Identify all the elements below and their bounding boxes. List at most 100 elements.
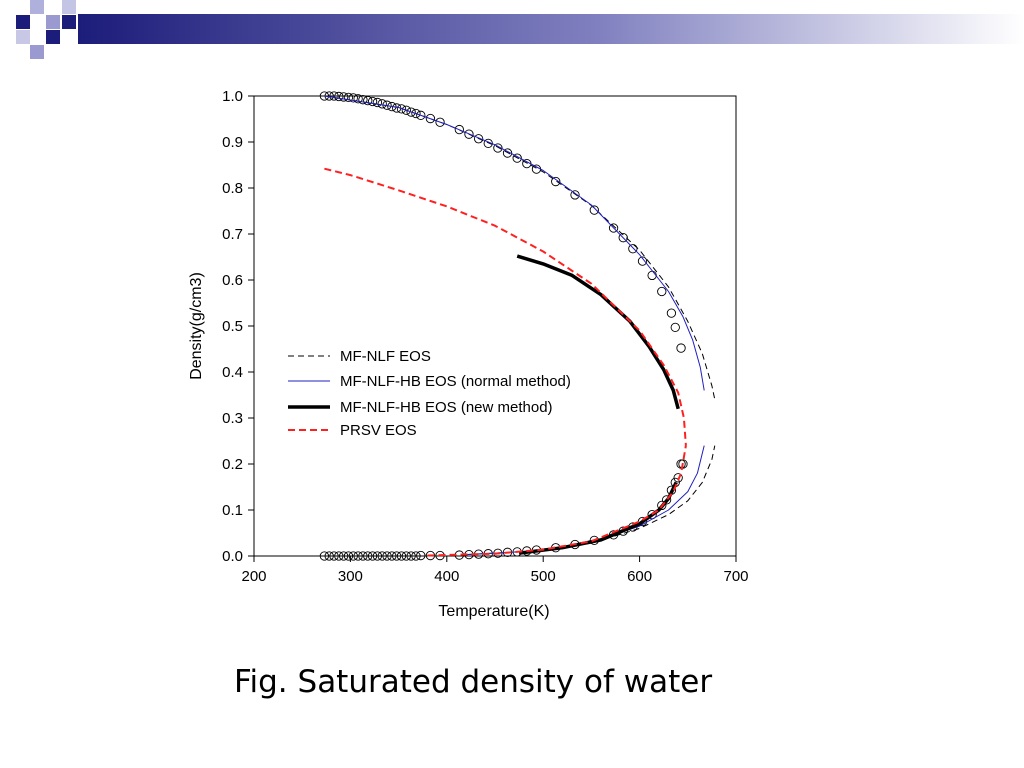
y-tick-label: 0.3 — [222, 410, 243, 427]
plot-frame — [253, 95, 737, 557]
data-point-vapor — [676, 459, 686, 469]
x-tick-label: 300 — [338, 568, 363, 585]
data-point-vapor — [329, 551, 339, 561]
legend: MF-NLF EOS MF-NLF-HB EOS (normal method) M… — [288, 348, 571, 439]
data-point-vapor — [411, 551, 421, 561]
data-point-vapor — [353, 551, 363, 561]
header-square — [46, 30, 60, 44]
series-line-liquid-mf-nlf-hb-eos-normal-method — [324, 95, 705, 391]
data-point-liquid — [353, 94, 363, 104]
y-tick-label: 0.1 — [222, 502, 243, 519]
data-point-liquid — [551, 176, 561, 187]
data-point-vapor — [387, 551, 397, 561]
x-tick-label: 600 — [627, 568, 652, 585]
data-point-vapor — [416, 550, 426, 561]
data-point-vapor — [339, 551, 349, 561]
series-line-liquid-prsv-eos — [324, 167, 687, 446]
data-point-liquid — [358, 95, 368, 105]
data-point-liquid — [411, 108, 421, 119]
data-point-vapor — [343, 551, 354, 561]
data-point-liquid — [425, 113, 436, 124]
data-point-liquid — [502, 148, 513, 158]
data-point-vapor — [367, 551, 378, 561]
y-tick-label: 0.4 — [222, 364, 243, 381]
data-point-liquid — [670, 322, 680, 333]
x-tick-label: 200 — [241, 568, 266, 585]
data-point-vapor — [401, 551, 411, 561]
legend-label: MF-NLF-HB EOS (normal method) — [340, 373, 571, 390]
data-point-vapor — [363, 551, 373, 561]
data-point-vapor — [406, 551, 416, 561]
header-square — [30, 0, 44, 14]
data-point-liquid — [319, 91, 330, 101]
data-point-liquid — [666, 308, 677, 318]
x-axis-label: Temperature(K) — [438, 603, 549, 620]
data-point-liquid — [406, 107, 416, 117]
header-square — [30, 45, 44, 59]
series-layer — [319, 91, 716, 561]
y-tick-label: 0.9 — [222, 134, 243, 151]
legend-label: MF-NLF-HB EOS (new method) — [340, 399, 553, 416]
data-point-liquid — [435, 117, 445, 127]
figure-caption: Fig. Saturated density of water — [233, 664, 713, 700]
data-point-vapor — [382, 551, 392, 561]
header-square — [62, 15, 76, 29]
data-point-liquid — [647, 270, 657, 281]
series-line-liquid-mf-nlf-eos — [324, 95, 716, 400]
data-point-liquid — [473, 134, 484, 144]
data-point-liquid — [343, 92, 354, 103]
y-tick-label: 0.2 — [222, 456, 243, 473]
y-tick-label: 1.0 — [222, 88, 243, 105]
data-point-liquid — [512, 153, 522, 163]
data-point-liquid — [416, 110, 426, 120]
data-point-vapor — [348, 551, 358, 561]
legend-label: PRSV EOS — [340, 422, 417, 439]
plot-border — [253, 95, 737, 557]
y-tick-label: 0.5 — [222, 318, 243, 335]
data-point-liquid — [348, 93, 358, 103]
data-point-liquid — [396, 104, 407, 114]
header-square — [62, 0, 76, 14]
data-point-liquid — [657, 286, 667, 297]
y-axis-label: Density(g/cm3) — [188, 272, 205, 380]
data-point-liquid — [363, 95, 373, 106]
data-point-vapor — [673, 473, 683, 483]
data-point-vapor — [657, 500, 667, 511]
data-point-liquid — [367, 96, 378, 107]
header-square — [46, 15, 60, 29]
data-point-vapor — [358, 551, 368, 561]
data-point-liquid — [372, 97, 383, 108]
data-point-vapor — [372, 551, 383, 561]
header-square — [16, 30, 30, 44]
y-tick-label: 0.6 — [222, 272, 243, 289]
data-point-vapor — [319, 551, 330, 561]
slide-header-decoration — [16, 0, 1024, 59]
density-chart: 200 300 400 500 600 700 0.0 0.1 0.2 0.3 0.4 0.5 0.6 0… — [188, 88, 749, 620]
y-tick-label: 0.8 — [222, 180, 243, 197]
data-point-liquid — [454, 124, 464, 135]
x-tick-label: 400 — [434, 568, 459, 585]
x-tick-label: 700 — [723, 568, 748, 585]
data-point-vapor — [661, 495, 672, 505]
data-point-liquid — [608, 223, 619, 233]
data-point-liquid — [334, 91, 344, 102]
data-point-liquid — [589, 205, 599, 215]
axis-ticks: 200 300 400 500 600 700 0.0 0.1 0.2 0.3 0.4 0.5 0.6 0… — [222, 88, 748, 585]
data-point-vapor — [425, 550, 436, 561]
data-point-liquid — [637, 256, 648, 266]
data-point-liquid — [387, 101, 397, 112]
x-tick-label: 500 — [531, 568, 556, 585]
data-point-liquid — [618, 233, 628, 243]
data-point-vapor — [377, 551, 387, 561]
data-point-liquid — [329, 91, 339, 101]
data-point-vapor — [334, 551, 344, 561]
y-tick-label: 0.7 — [222, 226, 243, 243]
data-point-liquid — [377, 99, 387, 109]
legend-label: MF-NLF EOS — [340, 348, 431, 365]
data-point-liquid — [628, 244, 638, 254]
data-point-vapor — [396, 551, 407, 561]
data-point-vapor — [324, 551, 334, 561]
data-point-vapor — [392, 551, 402, 561]
header-square — [16, 15, 30, 29]
y-tick-label: 0.0 — [222, 548, 243, 565]
